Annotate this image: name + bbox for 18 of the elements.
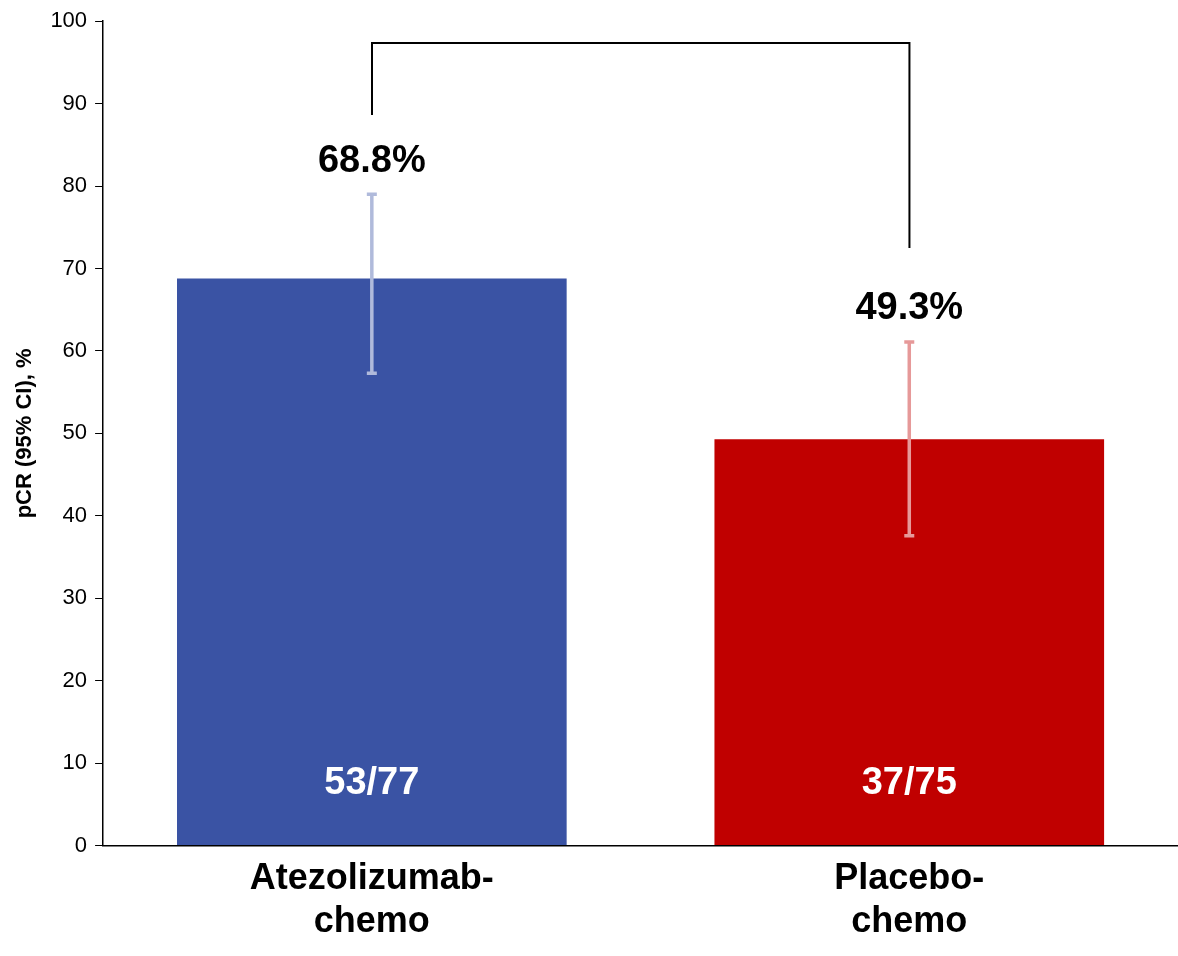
y-tick-label: 40 (62, 501, 88, 527)
data-label: 49.3% (855, 285, 964, 328)
y-axis-title: pCR (95% CI), % (11, 348, 37, 519)
y-tick-label: 30 (62, 584, 88, 610)
y-tick-label: 50 (62, 419, 88, 445)
y-tick-label: 10 (62, 749, 88, 775)
data-label: 68.8% (317, 137, 426, 180)
y-tick-label: 80 (62, 172, 88, 198)
y-tick-label: 90 (62, 89, 88, 115)
annotation: 53/77 (324, 759, 420, 802)
x-tick-label: Placebo-chemo (834, 856, 985, 941)
y-tick-label: 20 (62, 666, 88, 692)
y-tick-label: 60 (62, 337, 88, 363)
annotation: 37/75 (861, 759, 957, 802)
y-tick-label: 0 (74, 831, 88, 857)
x-tick-label: Atezolizumab-chemo (249, 856, 494, 941)
y-tick-label: 100 (50, 7, 88, 33)
y-tick-label: 70 (62, 254, 88, 280)
